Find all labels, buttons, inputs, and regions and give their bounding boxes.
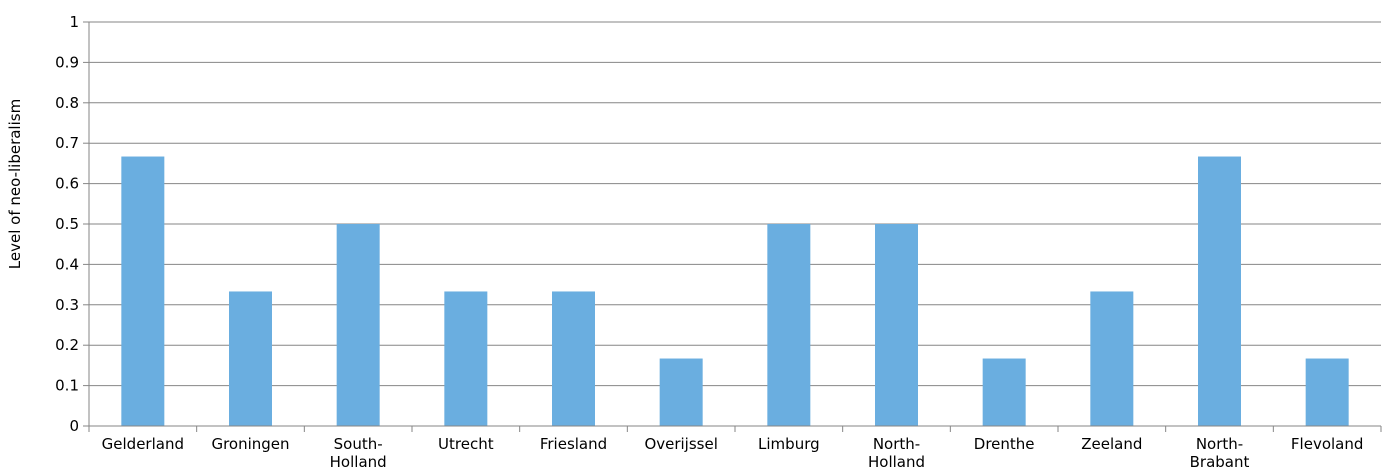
bar <box>1198 156 1241 427</box>
x-tick-label-line: Gelderland <box>102 435 184 453</box>
x-tick-label: North-Brabant <box>1190 435 1250 471</box>
gridlines <box>83 21 1382 432</box>
x-tick-label: Overijssel <box>644 435 717 453</box>
bar <box>1305 358 1349 426</box>
bar <box>444 291 488 426</box>
bars <box>121 156 1349 427</box>
bar <box>1090 291 1134 426</box>
bar <box>875 224 918 426</box>
y-tick-label: 0 <box>69 417 79 435</box>
x-tick-label-line: Friesland <box>540 435 607 453</box>
x-tick-label-line: Drenthe <box>974 435 1035 453</box>
x-tick-label: Gelderland <box>102 435 184 453</box>
x-tick-label: South-Holland <box>330 435 387 471</box>
x-tick-label-line: Flevoland <box>1291 435 1363 453</box>
x-tick-label-line: Holland <box>330 453 387 471</box>
x-tick-label-line: North- <box>1196 435 1243 453</box>
x-tick-label-line: North- <box>873 435 920 453</box>
x-tick-label: Utrecht <box>438 435 494 453</box>
x-tick-label: North-Holland <box>868 435 925 471</box>
x-tick-label-line: Utrecht <box>438 435 494 453</box>
bar <box>336 224 380 426</box>
y-axis-title: Level of neo-liberalism <box>6 99 24 269</box>
x-tick-label-line: Zeeland <box>1081 435 1142 453</box>
y-tick-label: 0.3 <box>55 296 79 314</box>
y-tick-label: 0.8 <box>55 94 79 112</box>
y-tick-label: 0.5 <box>55 215 79 233</box>
bar <box>659 358 703 426</box>
x-tick-label: Limburg <box>758 435 820 453</box>
y-tick-label: 1 <box>69 13 79 31</box>
bar <box>982 358 1026 426</box>
y-tick-label: 0.9 <box>55 53 79 71</box>
y-tick-label: 0.2 <box>55 336 79 354</box>
x-tick-label: Flevoland <box>1291 435 1363 453</box>
x-tick-label-line: South- <box>334 435 383 453</box>
x-tick-label-line: Brabant <box>1190 453 1250 471</box>
x-tick-label-line: Overijssel <box>644 435 717 453</box>
x-tick-label-line: Groningen <box>211 435 289 453</box>
y-tick-label: 0.6 <box>55 175 79 193</box>
bar <box>767 224 811 426</box>
y-tick-labels: 0 0.1 0.2 0.3 0.4 0.5 0.6 0.7 0.8 0.9 1 <box>55 13 79 435</box>
y-tick-label: 0.1 <box>55 377 79 395</box>
y-tick-label: 0.7 <box>55 134 79 152</box>
bar <box>229 291 272 426</box>
bar <box>121 156 165 427</box>
x-tick-label: Groningen <box>211 435 289 453</box>
bar <box>552 291 595 426</box>
x-tick-label-line: Holland <box>868 453 925 471</box>
x-tick-label: Zeeland <box>1081 435 1142 453</box>
x-tick-label: Friesland <box>540 435 607 453</box>
y-tick-label: 0.4 <box>55 255 79 273</box>
x-tick-label-line: Limburg <box>758 435 820 453</box>
x-tick-label: Drenthe <box>974 435 1035 453</box>
